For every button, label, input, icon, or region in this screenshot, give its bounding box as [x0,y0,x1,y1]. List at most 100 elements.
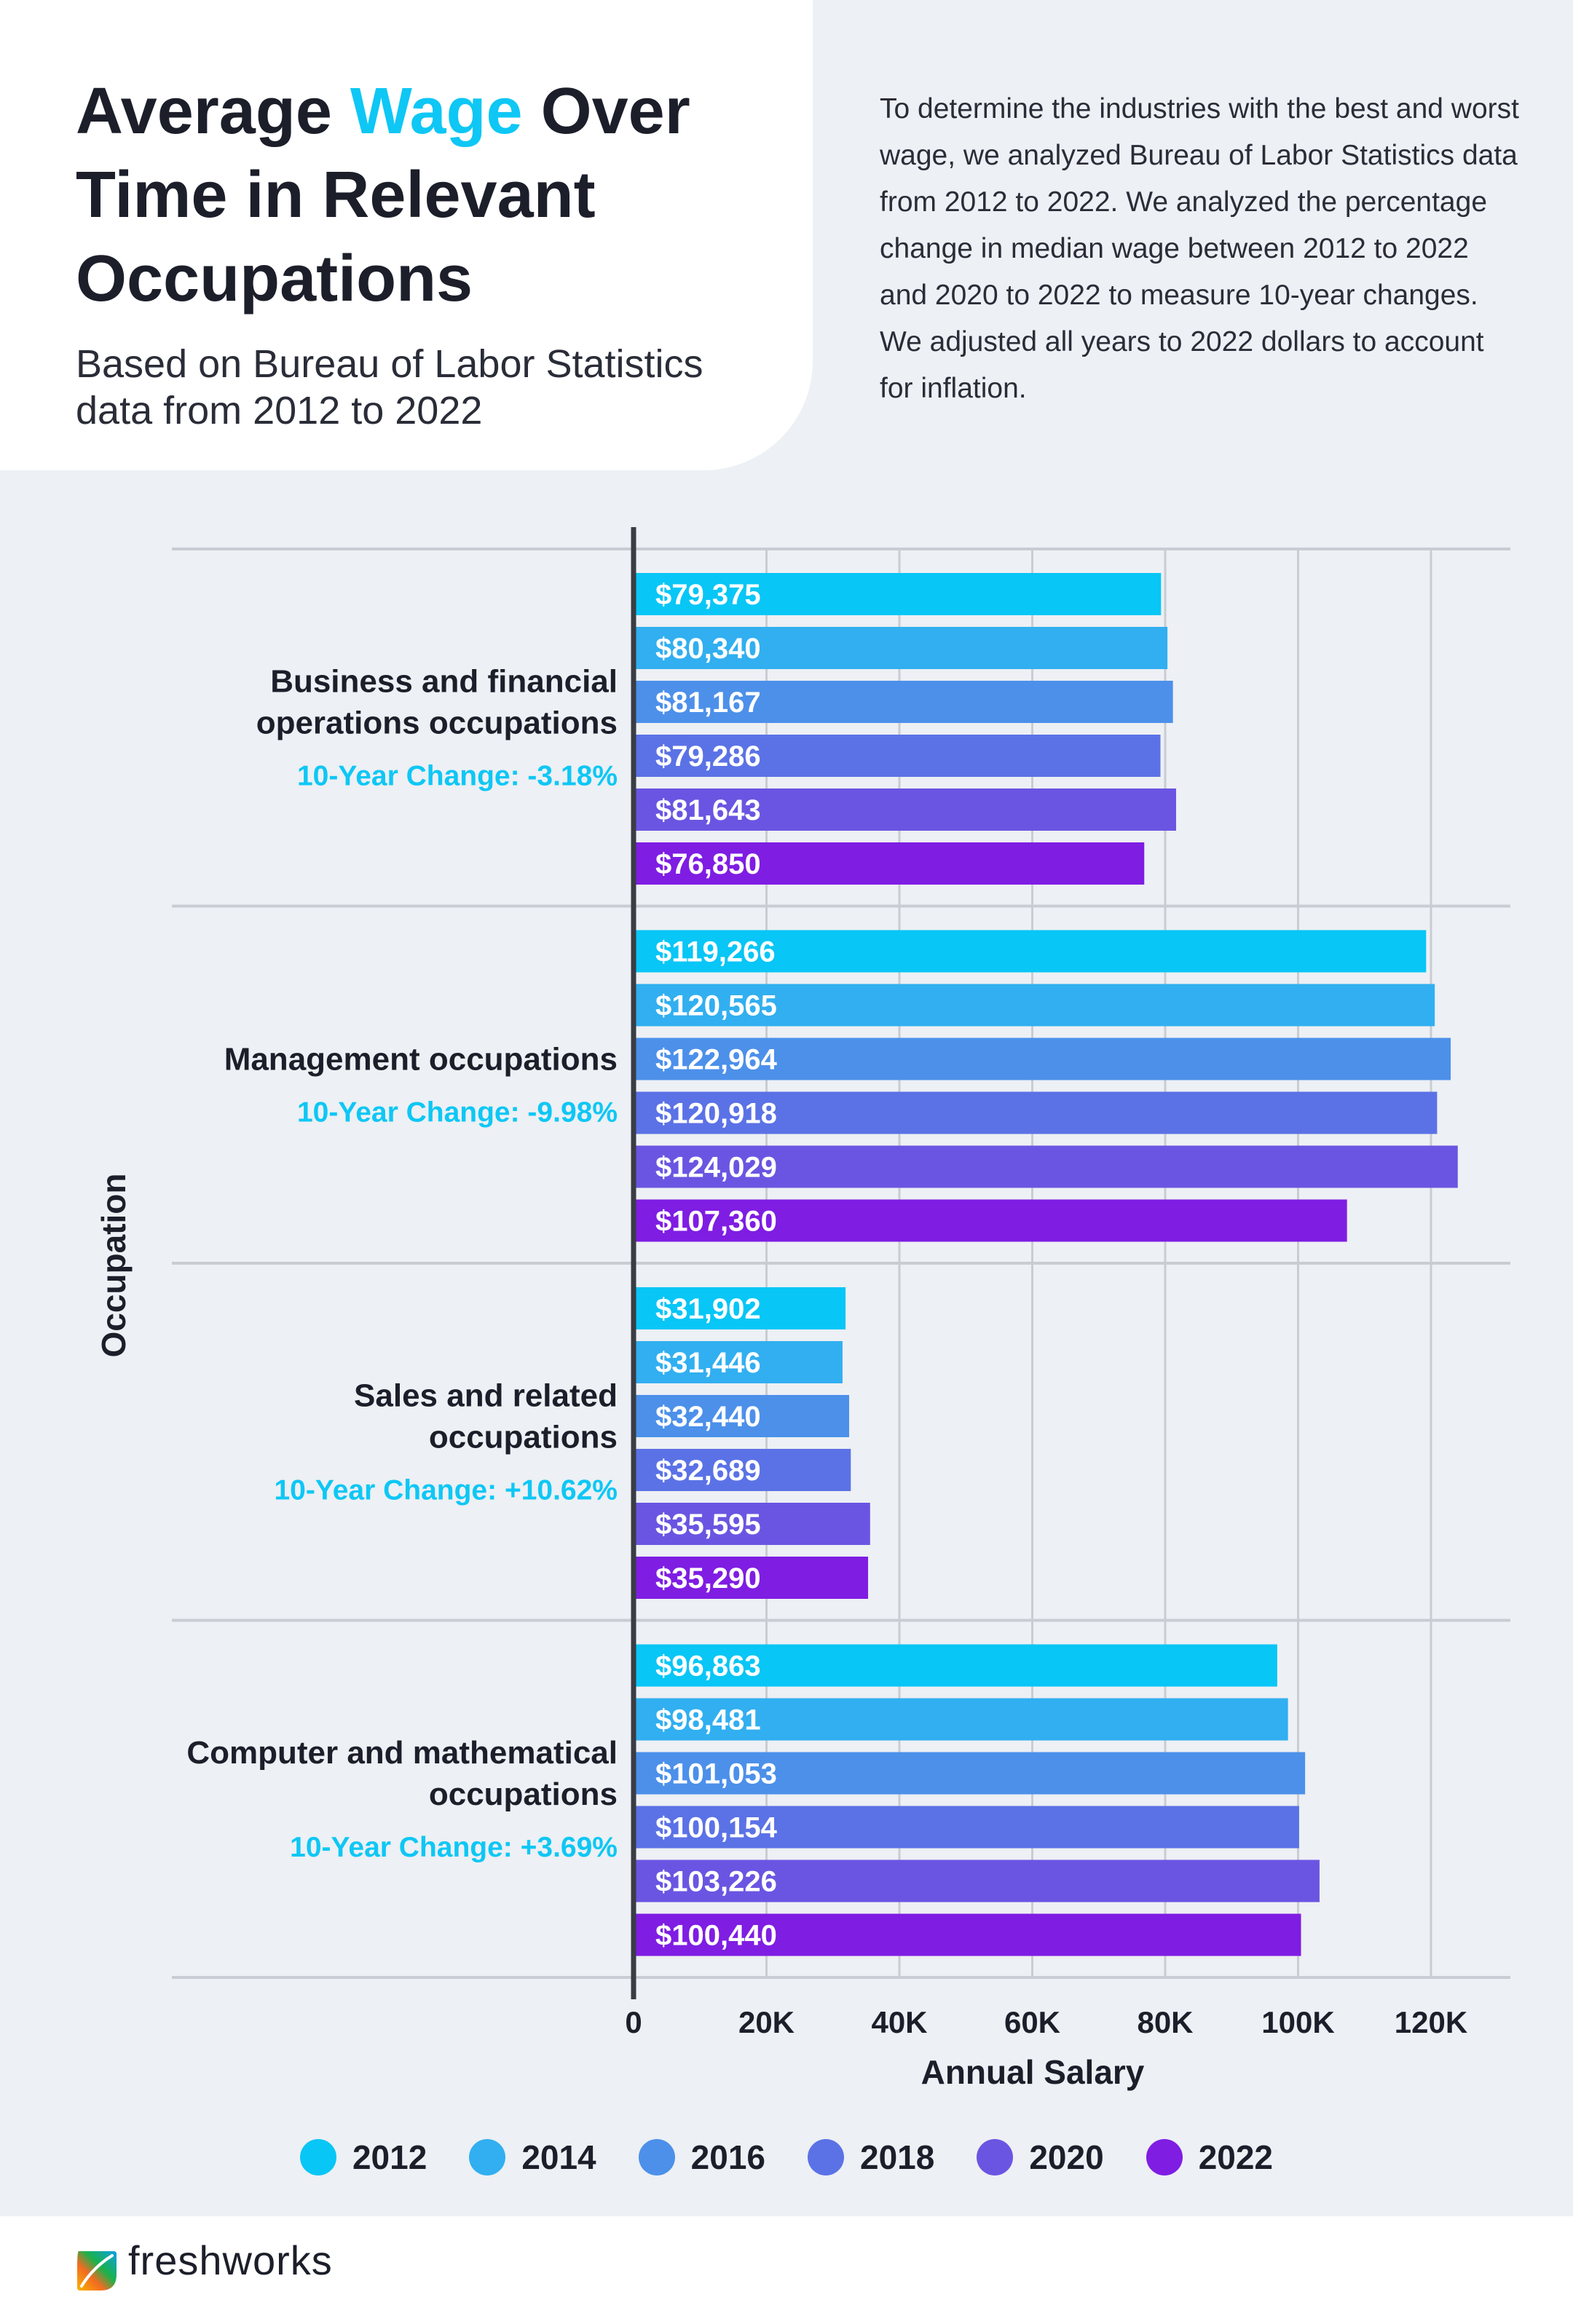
bar-value-label: $79,375 [655,579,761,611]
legend-item-2014: 2014 [469,2138,596,2177]
bar-value-label: $31,902 [655,1293,761,1325]
bar-value-label: $79,286 [655,740,761,772]
chart-labels: $79,375 $80,340 $81,167 $79,286 $81,643 $76,8… [186,579,777,1952]
bar-value-label: $31,446 [655,1347,761,1379]
bar-value-label: $35,290 [655,1562,761,1594]
bar-2020 [634,1859,1320,1902]
intro-paragraph: To determine the industries with the bes… [880,93,1519,404]
x-tick-label: 0 [625,2005,642,2039]
legend-item-2012: 2012 [299,2138,427,2177]
ten-year-change-label: 10-Year Change: -3.18% [297,760,618,791]
bar-value-label: $101,053 [655,1758,777,1790]
bar-value-label: $76,850 [655,848,761,880]
bar-value-label: $120,918 [655,1098,777,1130]
category-label: Computer and mathematical [186,1735,618,1771]
bar-2014 [634,1698,1288,1741]
bar-2018 [634,1806,1299,1849]
bar-value-label: $120,565 [655,990,777,1022]
bar-2020 [634,1503,870,1545]
bar-value-label: $32,689 [655,1455,761,1487]
legend-item-2020: 2020 [977,2138,1104,2177]
category-label: Business and financial [270,663,618,699]
bar-2012 [634,573,1162,615]
legend-item-2016: 2016 [638,2138,765,2177]
bar-2016 [634,1395,850,1437]
bar-2016 [634,681,1173,723]
bar-2022 [634,1557,869,1599]
chart-bars [634,573,1458,1956]
legend-swatch [638,2139,675,2175]
legend-label: 2018 [860,2138,935,2176]
legend-item-2022: 2022 [1146,2138,1273,2177]
x-tick-label: 100K [1261,2005,1334,2039]
bar-2014 [634,1341,843,1383]
y-axis-title: Occupation [95,1173,133,1357]
ten-year-change-label: 10-Year Change: +3.69% [290,1832,618,1863]
bar-value-label: $96,863 [655,1651,761,1683]
category-label: occupations [429,1776,618,1812]
bar-value-label: $103,226 [655,1866,777,1898]
chart-legend: 2012 2014 2016 2018 2020 2022 [0,2125,1573,2190]
legend-item-2018: 2018 [808,2138,934,2177]
page-subtitle: Based on Bureau of Labor Statistics data… [76,342,703,432]
bar-2022 [634,842,1145,885]
bar-2016 [634,1752,1306,1795]
bar-value-label: $35,595 [655,1509,761,1541]
bar-value-label: $98,481 [655,1704,761,1736]
legend-label: 2014 [521,2138,596,2176]
legend-swatch [977,2139,1014,2175]
category-label: operations occupations [256,705,618,740]
title-text: Average [76,75,350,148]
ten-year-change-label: 10-Year Change: -9.98% [297,1096,618,1128]
page-title: Average Wage Over Time in Relevant Occup… [76,70,775,321]
title-accent: Wage [350,75,523,148]
x-tick-label: 60K [1004,2005,1060,2039]
bar-value-label: $81,167 [655,687,761,719]
bar-2020 [634,1145,1458,1188]
legend-swatch [808,2139,844,2175]
bar-2022 [634,1913,1301,1956]
legend-label: 2020 [1029,2138,1104,2176]
bar-value-label: $107,360 [655,1206,777,1238]
bar-2020 [634,788,1176,831]
bar-value-label: $100,154 [655,1812,778,1844]
x-axis-title: Annual Salary [921,2053,1145,2091]
ten-year-change-label: 10-Year Change: +10.62% [274,1474,618,1506]
title-text-rest: Over Time in Relevant Occupations [76,75,690,315]
bar-value-label: $81,643 [655,794,761,826]
category-label: Management occupations [224,1041,618,1077]
bar-2016 [634,1038,1451,1080]
legend-label: 2012 [352,2138,427,2176]
bar-value-label: $122,964 [655,1044,778,1076]
bar-2012 [634,1644,1277,1687]
footer: freshworks [0,2216,1573,2324]
legend-swatch [299,2139,336,2175]
legend-swatch [469,2139,506,2175]
category-label: occupations [429,1419,618,1455]
bar-2012 [634,1287,846,1329]
bar-chart: $79,375 $80,340 $81,167 $79,286 $81,643 $76,8… [95,527,1510,2091]
chart-axes: 0 20K 40K 60K 80K 100K 120K Annual Salary Occupa… [95,527,1467,2091]
bar-2018 [634,1449,851,1491]
x-tick-label: 20K [738,2005,795,2039]
legend-label: 2016 [690,2138,765,2176]
bar-value-label: $80,340 [655,633,761,665]
legend-label: 2022 [1198,2138,1274,2176]
x-tick-label: 40K [871,2005,927,2039]
bar-value-label: $32,440 [655,1401,761,1433]
bar-2018 [634,1091,1438,1134]
bar-value-label: $119,266 [655,936,776,968]
freshworks-logo-icon [77,2251,117,2291]
x-tick-label: 120K [1395,2005,1467,2039]
legend-swatch [1146,2139,1183,2175]
title-card: Average Wage Over Time in Relevant Occup… [0,0,813,470]
x-tick-label: 80K [1137,2005,1193,2039]
bar-2014 [634,627,1168,669]
brand-name: freshworks [128,2237,333,2283]
bar-2014 [634,984,1435,1027]
bar-value-label: $100,440 [655,1920,777,1952]
bar-value-label: $124,029 [655,1152,777,1184]
bar-2018 [634,735,1161,777]
bar-2022 [634,1199,1347,1242]
bar-2012 [634,930,1427,973]
